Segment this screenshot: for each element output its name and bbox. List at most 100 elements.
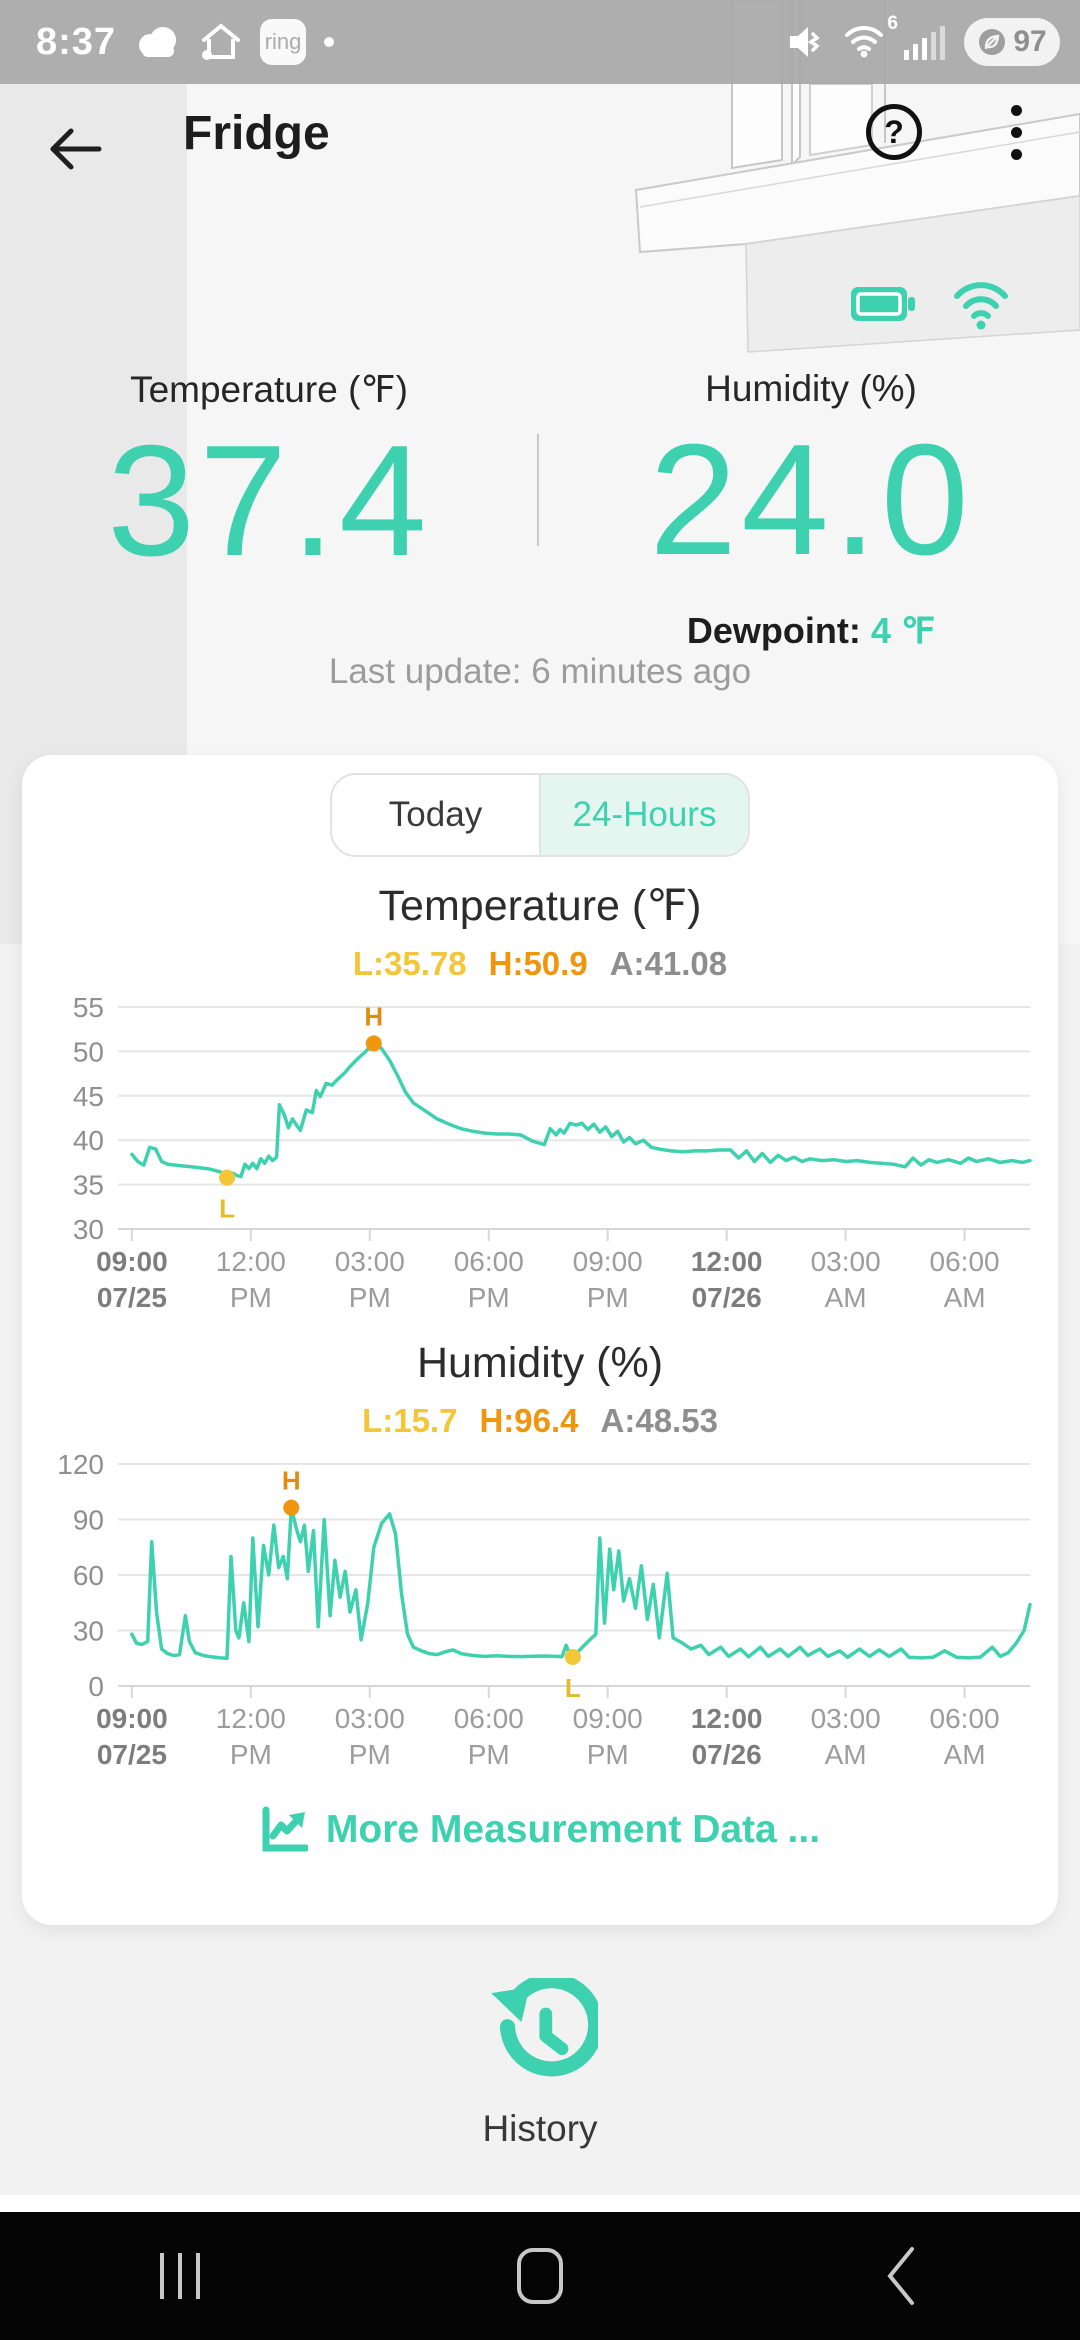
charts-card: Today 24-Hours Temperature (℉) L:35.78 H… bbox=[22, 755, 1058, 1925]
humidity-stats: L:15.7 H:96.4 A:48.53 bbox=[362, 1402, 718, 1440]
history-clock-icon bbox=[491, 1978, 598, 2077]
tab-24-hours[interactable]: 24-Hours bbox=[539, 775, 748, 855]
svg-text:55: 55 bbox=[73, 992, 104, 1023]
ring-app-icon: ring bbox=[260, 19, 307, 65]
home-button[interactable] bbox=[360, 2212, 720, 2340]
overflow-menu-button[interactable] bbox=[988, 100, 1044, 164]
svg-text:09:00: 09:00 bbox=[573, 1703, 643, 1734]
clock: 8:37 bbox=[36, 20, 117, 63]
svg-text:PM: PM bbox=[468, 1739, 510, 1770]
dewpoint-label: Dewpoint: bbox=[686, 610, 861, 651]
humidity-value: 24.0 bbox=[649, 412, 973, 588]
svg-text:07/26: 07/26 bbox=[692, 1282, 762, 1313]
temperature-chart-title: Temperature (℉) bbox=[378, 882, 702, 930]
humidity-label: Humidity (%) bbox=[705, 368, 917, 409]
tab-today[interactable]: Today bbox=[388, 795, 483, 834]
home-icon bbox=[517, 2248, 563, 2304]
svg-text:AM: AM bbox=[825, 1282, 867, 1313]
svg-text:L: L bbox=[565, 1673, 581, 1703]
svg-text:06:00: 06:00 bbox=[454, 1703, 524, 1734]
svg-text:PM: PM bbox=[587, 1282, 629, 1313]
svg-text:09:00: 09:00 bbox=[96, 1246, 168, 1277]
battery-status-pill: 97 bbox=[964, 18, 1060, 66]
temperature-chart[interactable]: 55 50 45 40 35 30 09:00 07/25 12:00 PM 03:00 PM 06:0… bbox=[30, 989, 1050, 1315]
notification-dot-icon bbox=[324, 37, 335, 47]
app-header: Fridge ? bbox=[0, 96, 1080, 206]
device-status-icons bbox=[850, 278, 1012, 330]
humidity-high-stat: H:96.4 bbox=[479, 1402, 579, 1439]
device-illustration bbox=[634, 0, 1080, 353]
temperature-value: 37.4 bbox=[107, 413, 431, 589]
range-toggle: Today 24-Hours bbox=[330, 773, 750, 857]
svg-text:AM: AM bbox=[944, 1739, 986, 1770]
svg-text:12:00: 12:00 bbox=[691, 1703, 763, 1734]
back-button[interactable] bbox=[38, 114, 108, 184]
svg-text:90: 90 bbox=[73, 1505, 104, 1536]
signal-strength-icon bbox=[904, 26, 945, 60]
svg-text:03:00: 03:00 bbox=[335, 1246, 405, 1277]
humidity-avg-stat: A:48.53 bbox=[600, 1402, 718, 1439]
svg-text:06:00: 06:00 bbox=[454, 1246, 524, 1277]
mute-vibrate-icon bbox=[790, 27, 820, 57]
svg-text:120: 120 bbox=[57, 1449, 104, 1480]
svg-text:PM: PM bbox=[349, 1282, 391, 1313]
smart-home-icon bbox=[202, 24, 241, 60]
wifi-status-icon: 6 bbox=[842, 13, 898, 64]
svg-text:PM: PM bbox=[349, 1739, 391, 1770]
svg-text:07/25: 07/25 bbox=[97, 1282, 167, 1313]
svg-text:07/26: 07/26 bbox=[692, 1739, 762, 1770]
svg-text:L: L bbox=[219, 1194, 235, 1224]
svg-text:0: 0 bbox=[88, 1671, 104, 1702]
svg-text:PM: PM bbox=[230, 1282, 272, 1313]
temperature-stats: L:35.78 H:50.9 A:41.08 bbox=[353, 945, 727, 983]
svg-text:03:00: 03:00 bbox=[811, 1246, 881, 1277]
temperature-low-stat: L:35.78 bbox=[352, 945, 467, 982]
android-nav-bar bbox=[0, 2212, 1080, 2340]
svg-text:12:00: 12:00 bbox=[216, 1703, 286, 1734]
power-saving-leaf-icon bbox=[979, 29, 1006, 55]
svg-text:50: 50 bbox=[73, 1036, 104, 1067]
humidity-low-stat: L:15.7 bbox=[362, 1402, 458, 1439]
readings-divider bbox=[537, 434, 539, 546]
dewpoint-row: Dewpoint: 4 ℉ bbox=[542, 610, 1080, 652]
chart-line-icon bbox=[262, 1806, 308, 1852]
device-battery-icon bbox=[851, 287, 915, 321]
svg-text:H: H bbox=[364, 1001, 383, 1031]
svg-text:09:00: 09:00 bbox=[96, 1703, 168, 1734]
svg-text:PM: PM bbox=[468, 1282, 510, 1313]
status-bar: 8:37 ring 6 bbox=[0, 0, 1080, 84]
svg-text:45: 45 bbox=[73, 1081, 104, 1112]
humidity-chart-title: Humidity (%) bbox=[416, 1339, 664, 1387]
svg-text:12:00: 12:00 bbox=[691, 1246, 763, 1277]
more-measurement-data-link[interactable]: More Measurement Data ... bbox=[260, 1806, 820, 1854]
temperature-avg-stat: A:41.08 bbox=[609, 945, 728, 982]
last-update-text: Last update: 6 minutes ago bbox=[328, 652, 752, 691]
svg-text:07/25: 07/25 bbox=[97, 1739, 167, 1770]
svg-text:06:00: 06:00 bbox=[930, 1703, 1000, 1734]
page-title: Fridge bbox=[183, 107, 330, 160]
help-button[interactable]: ? bbox=[866, 104, 922, 160]
svg-text:03:00: 03:00 bbox=[335, 1703, 405, 1734]
svg-text:AM: AM bbox=[825, 1739, 867, 1770]
svg-text:03:00: 03:00 bbox=[811, 1703, 881, 1734]
svg-text:30: 30 bbox=[73, 1214, 104, 1245]
svg-text:12:00: 12:00 bbox=[216, 1246, 286, 1277]
humidity-chart[interactable]: 120 90 60 30 0 09:00 07/25 12:00 PM 03:00 PM 06:00 P… bbox=[30, 1446, 1050, 1772]
back-nav-button[interactable] bbox=[720, 2212, 1080, 2340]
back-arrow-icon bbox=[50, 128, 102, 170]
svg-text:PM: PM bbox=[587, 1739, 629, 1770]
svg-text:PM: PM bbox=[230, 1739, 272, 1770]
svg-text:60: 60 bbox=[73, 1560, 104, 1591]
svg-text:40: 40 bbox=[73, 1125, 104, 1156]
back-chevron-icon bbox=[887, 2247, 914, 2305]
recents-button[interactable] bbox=[0, 2212, 360, 2340]
svg-text:06:00: 06:00 bbox=[930, 1246, 1000, 1277]
svg-text:35: 35 bbox=[73, 1170, 104, 1201]
recents-icon bbox=[160, 2253, 200, 2299]
svg-text:H: H bbox=[282, 1466, 301, 1496]
device-wifi-icon bbox=[954, 282, 1008, 330]
temperature-label: Temperature (℉) bbox=[130, 369, 408, 410]
history-button[interactable]: History bbox=[0, 1978, 1080, 2150]
question-mark-icon: ? bbox=[884, 113, 904, 150]
bottom-strip bbox=[0, 2195, 1080, 2212]
